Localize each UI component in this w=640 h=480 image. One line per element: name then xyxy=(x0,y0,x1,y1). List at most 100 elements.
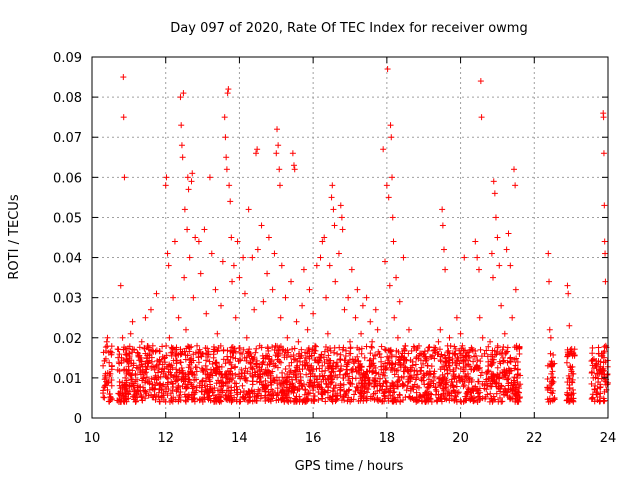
data-point xyxy=(440,363,447,370)
data-point xyxy=(179,375,186,382)
data-point xyxy=(297,370,304,377)
data-point xyxy=(216,380,223,387)
data-point xyxy=(228,398,235,405)
data-point xyxy=(394,334,401,341)
data-point xyxy=(202,362,209,369)
data-point xyxy=(262,366,269,373)
data-point xyxy=(377,375,384,382)
data-point xyxy=(357,397,364,404)
data-point xyxy=(442,266,449,273)
data-point xyxy=(404,367,411,374)
data-point xyxy=(213,394,220,401)
data-point xyxy=(363,395,370,402)
data-point xyxy=(168,352,175,359)
data-point xyxy=(243,354,250,361)
data-point xyxy=(404,379,411,386)
data-point xyxy=(374,396,381,403)
data-point xyxy=(565,290,572,297)
data-point xyxy=(267,372,274,379)
data-point xyxy=(410,343,417,350)
data-point xyxy=(358,379,365,386)
data-point xyxy=(299,302,306,309)
data-point xyxy=(389,214,396,221)
data-point xyxy=(347,338,353,345)
data-point xyxy=(245,206,252,213)
data-point xyxy=(138,338,145,345)
data-point xyxy=(295,385,302,392)
data-point xyxy=(474,357,481,364)
data-point xyxy=(203,357,210,364)
data-point xyxy=(300,381,307,388)
data-point xyxy=(300,266,307,273)
data-point xyxy=(438,398,445,405)
data-point xyxy=(350,358,357,365)
data-point xyxy=(453,398,460,405)
data-point xyxy=(589,356,596,363)
data-point xyxy=(106,390,113,397)
data-point xyxy=(306,286,313,293)
data-point xyxy=(386,389,393,396)
data-point xyxy=(321,359,328,366)
data-point xyxy=(100,362,107,369)
data-point xyxy=(251,397,258,404)
data-point xyxy=(255,386,262,393)
data-point xyxy=(390,238,397,245)
data-point xyxy=(358,345,365,352)
data-point xyxy=(286,362,293,369)
y-tick-label: 0.06 xyxy=(53,171,82,186)
data-point xyxy=(459,342,466,349)
data-point xyxy=(420,360,427,367)
data-point xyxy=(422,389,429,396)
data-point xyxy=(509,314,516,321)
grid-lines xyxy=(92,57,608,418)
data-point xyxy=(417,357,424,364)
data-point xyxy=(470,398,477,405)
data-point xyxy=(390,398,397,405)
data-point xyxy=(597,397,604,404)
data-point xyxy=(389,366,396,373)
data-point xyxy=(412,361,419,368)
data-point xyxy=(498,351,505,358)
data-point xyxy=(410,386,417,393)
data-point xyxy=(442,358,449,365)
data-point xyxy=(415,384,422,391)
data-point xyxy=(497,388,504,395)
data-point xyxy=(203,366,210,373)
data-point xyxy=(432,383,439,390)
data-point xyxy=(497,370,504,377)
data-point xyxy=(546,395,553,402)
data-point xyxy=(400,382,407,389)
data-point xyxy=(115,359,122,366)
data-point xyxy=(477,372,484,379)
data-point xyxy=(369,344,376,351)
data-point xyxy=(421,348,428,355)
data-point xyxy=(327,372,334,379)
data-point xyxy=(435,391,442,398)
data-point xyxy=(335,250,342,257)
data-point xyxy=(242,374,249,381)
data-point xyxy=(352,375,359,382)
data-point xyxy=(177,389,184,396)
data-point xyxy=(591,386,598,393)
data-point xyxy=(212,370,219,377)
data-point xyxy=(490,373,497,380)
data-point xyxy=(114,346,121,353)
data-point xyxy=(232,355,239,362)
data-point xyxy=(382,377,389,384)
data-point xyxy=(431,346,438,353)
data-point xyxy=(346,373,353,380)
x-axis-label: GPS time / hours xyxy=(295,459,404,474)
data-point xyxy=(438,379,445,386)
data-points xyxy=(100,66,611,405)
data-point xyxy=(516,350,523,357)
data-point xyxy=(129,367,136,374)
data-point xyxy=(354,384,361,391)
data-point xyxy=(243,334,250,341)
data-point xyxy=(221,114,228,121)
x-tick-label: 24 xyxy=(600,431,617,446)
data-point xyxy=(158,393,165,400)
data-point xyxy=(308,352,315,359)
data-point xyxy=(386,282,393,289)
y-axis-label: ROTI / TECUs xyxy=(7,194,22,279)
data-point xyxy=(264,344,271,351)
